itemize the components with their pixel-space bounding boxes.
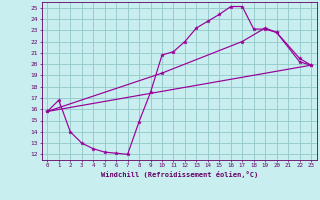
X-axis label: Windchill (Refroidissement éolien,°C): Windchill (Refroidissement éolien,°C) <box>100 171 258 178</box>
